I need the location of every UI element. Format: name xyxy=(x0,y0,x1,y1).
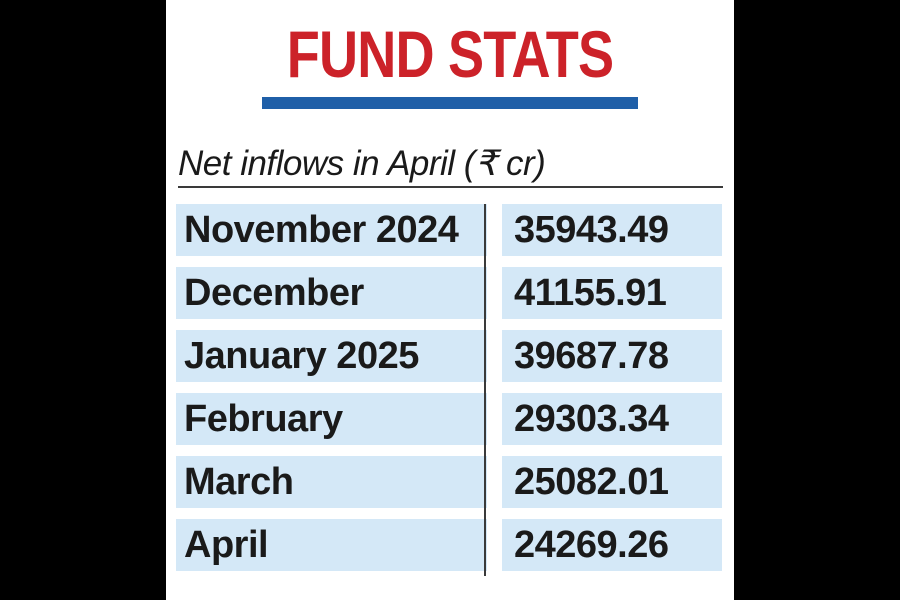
table-row: November 2024 35943.49 xyxy=(176,204,722,256)
row-label: January 2025 xyxy=(176,330,487,382)
row-label: April xyxy=(176,519,487,571)
chart-subtitle: Net inflows in April (₹ cr) xyxy=(178,144,546,183)
row-label: March xyxy=(176,456,487,508)
row-label: February xyxy=(176,393,487,445)
subtitle-rule xyxy=(178,186,723,188)
row-value: 24269.26 xyxy=(502,519,722,571)
table-row: December 41155.91 xyxy=(176,267,722,319)
row-label: December xyxy=(176,267,487,319)
column-divider xyxy=(484,204,486,576)
chart-title: FUND STATS xyxy=(286,17,614,91)
table-row: January 2025 39687.78 xyxy=(176,330,722,382)
table-row: February 29303.34 xyxy=(176,393,722,445)
infographic-panel: FUND STATS Net inflows in April (₹ cr) N… xyxy=(166,0,734,600)
title-underline xyxy=(262,97,638,109)
row-value: 41155.91 xyxy=(502,267,722,319)
table-row: April 24269.26 xyxy=(176,519,722,571)
data-table: November 2024 35943.49 December 41155.91 Jan… xyxy=(176,204,722,571)
row-value: 29303.34 xyxy=(502,393,722,445)
table-row: March 25082.01 xyxy=(176,456,722,508)
row-label: November 2024 xyxy=(176,204,487,256)
row-value: 39687.78 xyxy=(502,330,722,382)
row-value: 25082.01 xyxy=(502,456,722,508)
row-value: 35943.49 xyxy=(502,204,722,256)
